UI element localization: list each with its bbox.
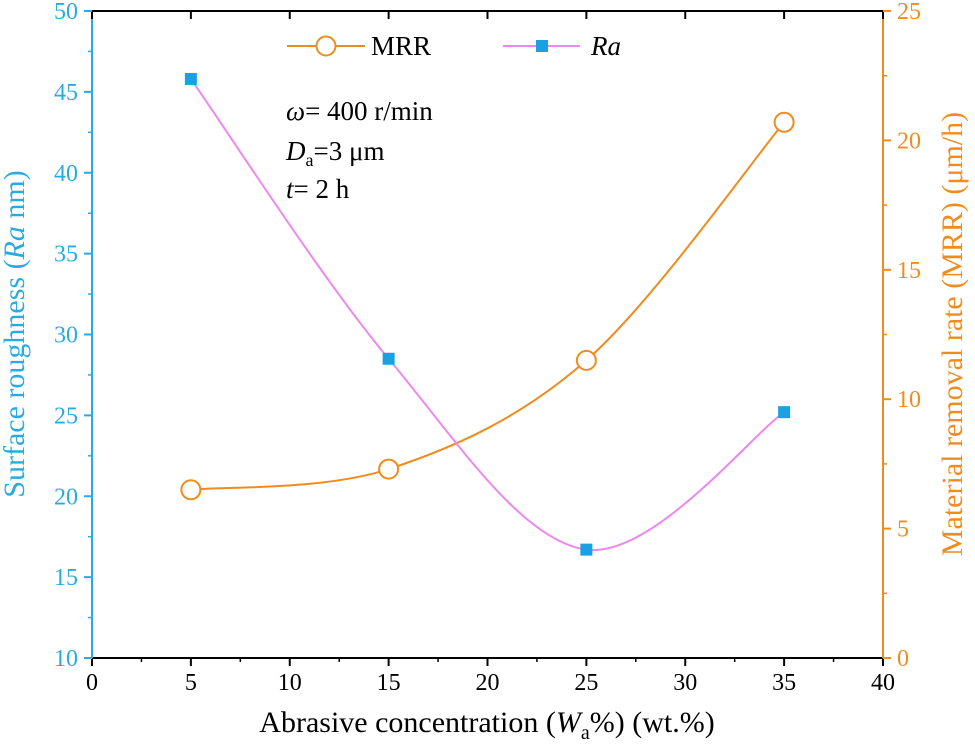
series-line-ra [190, 78, 785, 551]
y-left-tick-label: 25 [54, 403, 78, 429]
y-right-tick-label: 25 [897, 0, 921, 25]
x-tick-label: 30 [673, 670, 697, 696]
x-tick-label: 10 [278, 670, 302, 696]
y-left-label-var: Ra [0, 226, 31, 260]
annotation-var: D [285, 136, 306, 166]
annotation-block: ω= 400 r/min Da=3 μm t= 2 h [285, 96, 433, 204]
data-point-ra [382, 352, 395, 365]
y-left-label-post: nm) [0, 170, 31, 226]
legend-label-ra: Ra [590, 31, 621, 61]
y-left-label-pre: Surface roughness ( [0, 259, 31, 497]
y-left-tick-label: 30 [54, 323, 78, 349]
y-left-tick-label: 15 [54, 565, 78, 591]
data-point-ra [580, 543, 593, 556]
y-left-tick-label: 45 [54, 80, 78, 106]
legend-label-mrr: MRR [371, 31, 431, 61]
annotation-time: t= 2 h [286, 174, 350, 204]
x-label-var: W [556, 706, 584, 739]
legend: MRR Ra [287, 31, 621, 61]
data-point-mrr [773, 111, 795, 133]
annotation-value: = 2 h [294, 174, 350, 204]
y-right-tick-label: 5 [897, 517, 909, 543]
x-label-sub: a [581, 722, 590, 744]
annotation-abrasive-size: Da=3 μm [285, 136, 384, 170]
y-left-tick-label: 35 [54, 242, 78, 268]
x-label-post: %) (wt.%) [590, 706, 715, 739]
y-left-tick-label: 50 [54, 0, 78, 25]
x-tick-label: 25 [574, 670, 598, 696]
y-right-tick-label: 0 [897, 646, 909, 672]
y-right-tick-label: 10 [897, 387, 921, 413]
annotation-rotation-speed: ω= 400 r/min [286, 96, 433, 126]
data-point-mrr [378, 458, 400, 480]
y-left-tick-label: 40 [54, 161, 78, 187]
legend-marker-ra [536, 40, 548, 52]
data-point-ra [184, 72, 197, 85]
annotation-value: =3 μm [314, 136, 385, 166]
legend-item-mrr: MRR [287, 31, 431, 61]
x-tick-label: 35 [772, 670, 796, 696]
x-tick-label: 40 [871, 670, 895, 696]
x-tick-label: 5 [185, 670, 197, 696]
data-point-mrr [575, 349, 597, 371]
legend-item-ra: Ra [503, 31, 621, 61]
x-label-pre: Abrasive concentration ( [259, 706, 556, 739]
annotation-var: ω [286, 96, 305, 126]
data-point-mrr [180, 479, 202, 501]
data-point-ra [778, 406, 791, 419]
y-right-tick-label: 15 [897, 258, 921, 284]
annotation-value: = 400 r/min [305, 96, 433, 126]
annotation-sub: a [306, 150, 314, 170]
y-right-tick-label: 20 [897, 128, 921, 154]
y-axis-left-label: Surface roughness (Ra nm) [0, 170, 31, 497]
x-axis-label: Abrasive concentration (Wa%) (wt.%) [259, 706, 714, 744]
y-axis-right-label: Material removal rate (MRR) (μm/h) [936, 112, 969, 556]
x-tick-label: 20 [476, 670, 500, 696]
legend-marker-mrr [315, 35, 337, 57]
series-line-mrr [190, 121, 785, 491]
x-tick-label: 15 [377, 670, 401, 696]
y-left-tick-label: 10 [54, 646, 78, 672]
x-tick-label: 0 [86, 670, 98, 696]
y-left-tick-label: 20 [54, 484, 78, 510]
annotation-var: t [286, 174, 295, 204]
